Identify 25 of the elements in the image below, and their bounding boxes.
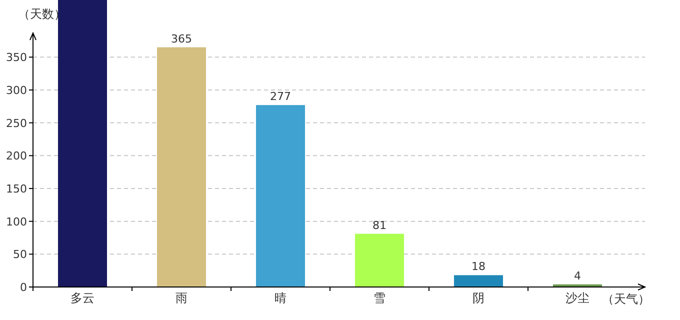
x-tick-label: 多云 <box>70 291 94 305</box>
x-tick-label: 沙尘 <box>566 291 590 305</box>
y-tick-label: 300 <box>6 84 27 97</box>
bar <box>454 275 503 287</box>
x-axis-title: （天气） <box>602 292 650 306</box>
y-tick-label: 0 <box>20 281 27 294</box>
y-tick-label: 50 <box>13 248 27 262</box>
data-label: 81 <box>372 218 386 232</box>
data-label: 365 <box>171 32 192 46</box>
y-tick-label: 350 <box>6 51 27 64</box>
bar <box>256 105 305 287</box>
x-tick-label: 雨 <box>176 291 188 305</box>
y-tick-label: 200 <box>6 150 27 163</box>
x-tick-label: 阴 <box>472 291 484 305</box>
data-label: 277 <box>270 90 291 104</box>
x-tick-label: 雪 <box>374 291 386 305</box>
bar <box>58 0 107 287</box>
data-label: 18 <box>472 260 486 274</box>
data-label: 4 <box>574 269 581 282</box>
y-tick-label: 250 <box>6 116 27 130</box>
bar <box>355 234 404 287</box>
y-tick-label: 150 <box>6 182 27 196</box>
bar <box>157 47 206 287</box>
y-tick-label: 100 <box>6 215 27 228</box>
x-tick-label: 晴 <box>274 291 286 305</box>
